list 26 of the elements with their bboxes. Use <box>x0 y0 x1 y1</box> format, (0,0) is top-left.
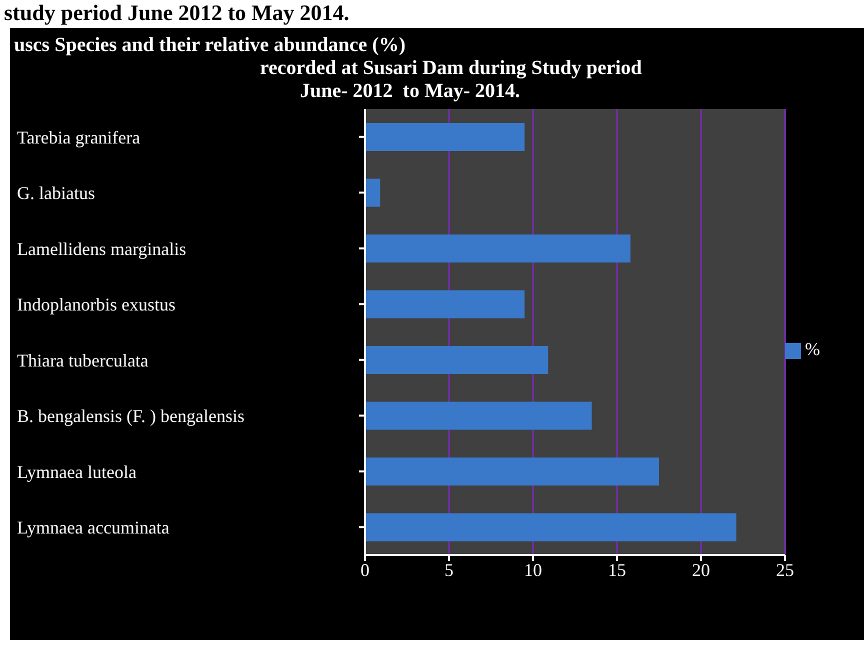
bar <box>365 457 659 486</box>
bar <box>365 402 592 430</box>
bar <box>365 290 525 318</box>
bar <box>365 513 736 542</box>
bar <box>365 178 380 207</box>
chart-title: uscs Species and their relative abundance (%) <box>13 34 406 57</box>
x-tick-label: 0 <box>360 560 370 580</box>
y-tick-label: Thiara tuberculata <box>17 350 148 370</box>
x-tick-label: 5 <box>444 560 454 580</box>
y-tick-label: G. labiatus <box>17 183 95 204</box>
y-tick-label: Lymnaea accuminata <box>17 518 170 538</box>
x-tick-label: 25 <box>776 560 794 580</box>
bar <box>365 346 548 374</box>
bar <box>365 234 630 262</box>
x-tick-label: 15 <box>608 560 626 580</box>
y-tick-label: Indoplanorbis exustus <box>17 294 176 315</box>
x-tick-label: 20 <box>692 560 710 580</box>
y-tick-label: Lymnaea luteola <box>17 462 136 482</box>
x-tick-label: 10 <box>524 560 542 580</box>
y-tick-label: Lamellidens marginalis <box>17 238 186 259</box>
y-tick-label: Tarebia granifera <box>17 127 140 148</box>
text: study period June 2012 to May 2014. <box>3 0 350 26</box>
chart-subtitle: recorded at Susari Dam during Study period June- 2012 to May- 2014. <box>259 57 643 103</box>
legend-label: % <box>805 338 820 358</box>
y-tick-label: B. bengalensis (F. ) bengalensis <box>17 406 245 426</box>
bar <box>365 122 525 151</box>
